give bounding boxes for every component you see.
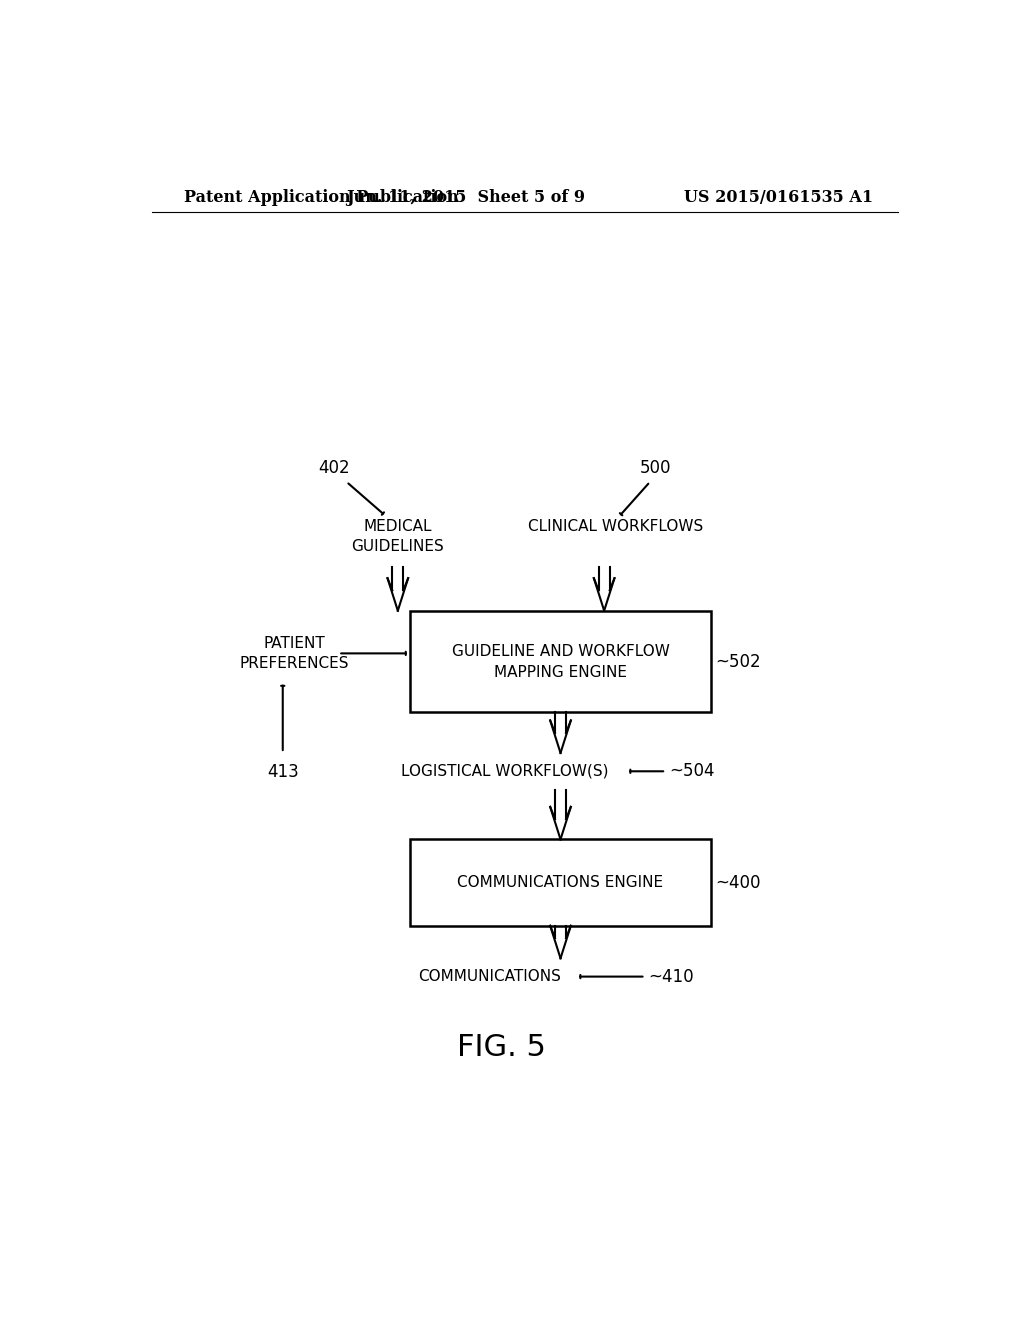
Text: 413: 413 — [267, 763, 299, 781]
Bar — [410, 840, 712, 925]
Text: FIG. 5: FIG. 5 — [457, 1034, 546, 1063]
Text: ~502: ~502 — [715, 652, 761, 671]
Text: Jun. 11, 2015  Sheet 5 of 9: Jun. 11, 2015 Sheet 5 of 9 — [346, 189, 585, 206]
Text: COMMUNICATIONS: COMMUNICATIONS — [418, 969, 560, 985]
Text: CLINICAL WORKFLOWS: CLINICAL WORKFLOWS — [528, 519, 703, 535]
Text: ~400: ~400 — [715, 874, 761, 891]
Text: PATIENT
PREFERENCES: PATIENT PREFERENCES — [240, 636, 349, 671]
Text: US 2015/0161535 A1: US 2015/0161535 A1 — [684, 189, 873, 206]
Text: MEDICAL
GUIDELINES: MEDICAL GUIDELINES — [351, 519, 444, 554]
Text: COMMUNICATIONS ENGINE: COMMUNICATIONS ENGINE — [458, 875, 664, 890]
Text: ~504: ~504 — [670, 762, 715, 780]
Text: ~410: ~410 — [648, 968, 694, 986]
Text: Patent Application Publication: Patent Application Publication — [183, 189, 459, 206]
Text: GUIDELINE AND WORKFLOW
MAPPING ENGINE: GUIDELINE AND WORKFLOW MAPPING ENGINE — [452, 644, 670, 680]
Bar — [410, 611, 712, 713]
Text: LOGISTICAL WORKFLOW(S): LOGISTICAL WORKFLOW(S) — [401, 764, 608, 779]
Text: 500: 500 — [640, 459, 672, 478]
Text: 402: 402 — [318, 459, 350, 478]
